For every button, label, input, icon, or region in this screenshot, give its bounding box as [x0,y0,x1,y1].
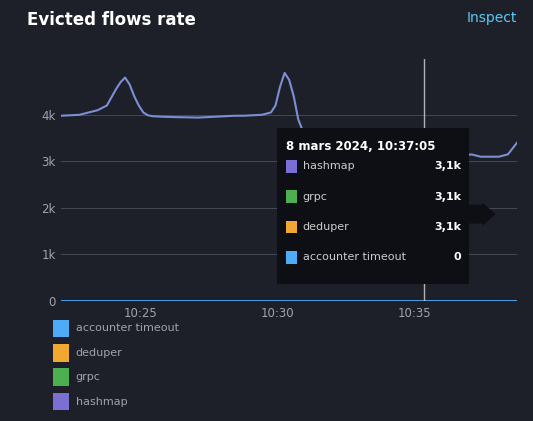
Text: 3,1k: 3,1k [434,192,461,202]
Text: Inspect: Inspect [466,11,517,24]
Text: 3,1k: 3,1k [434,161,461,171]
Text: Evicted flows rate: Evicted flows rate [27,11,196,29]
Text: grpc: grpc [303,192,328,202]
Text: 3,1k: 3,1k [434,222,461,232]
Text: 0: 0 [454,252,461,262]
Text: accounter timeout: accounter timeout [76,323,179,333]
Text: accounter timeout: accounter timeout [303,252,406,262]
Text: grpc: grpc [76,372,101,382]
Text: hashmap: hashmap [76,397,127,407]
Text: 8 mars 2024, 10:37:05: 8 mars 2024, 10:37:05 [286,140,435,153]
Text: deduper: deduper [303,222,350,232]
Text: deduper: deduper [76,348,123,358]
Text: hashmap: hashmap [303,161,354,171]
